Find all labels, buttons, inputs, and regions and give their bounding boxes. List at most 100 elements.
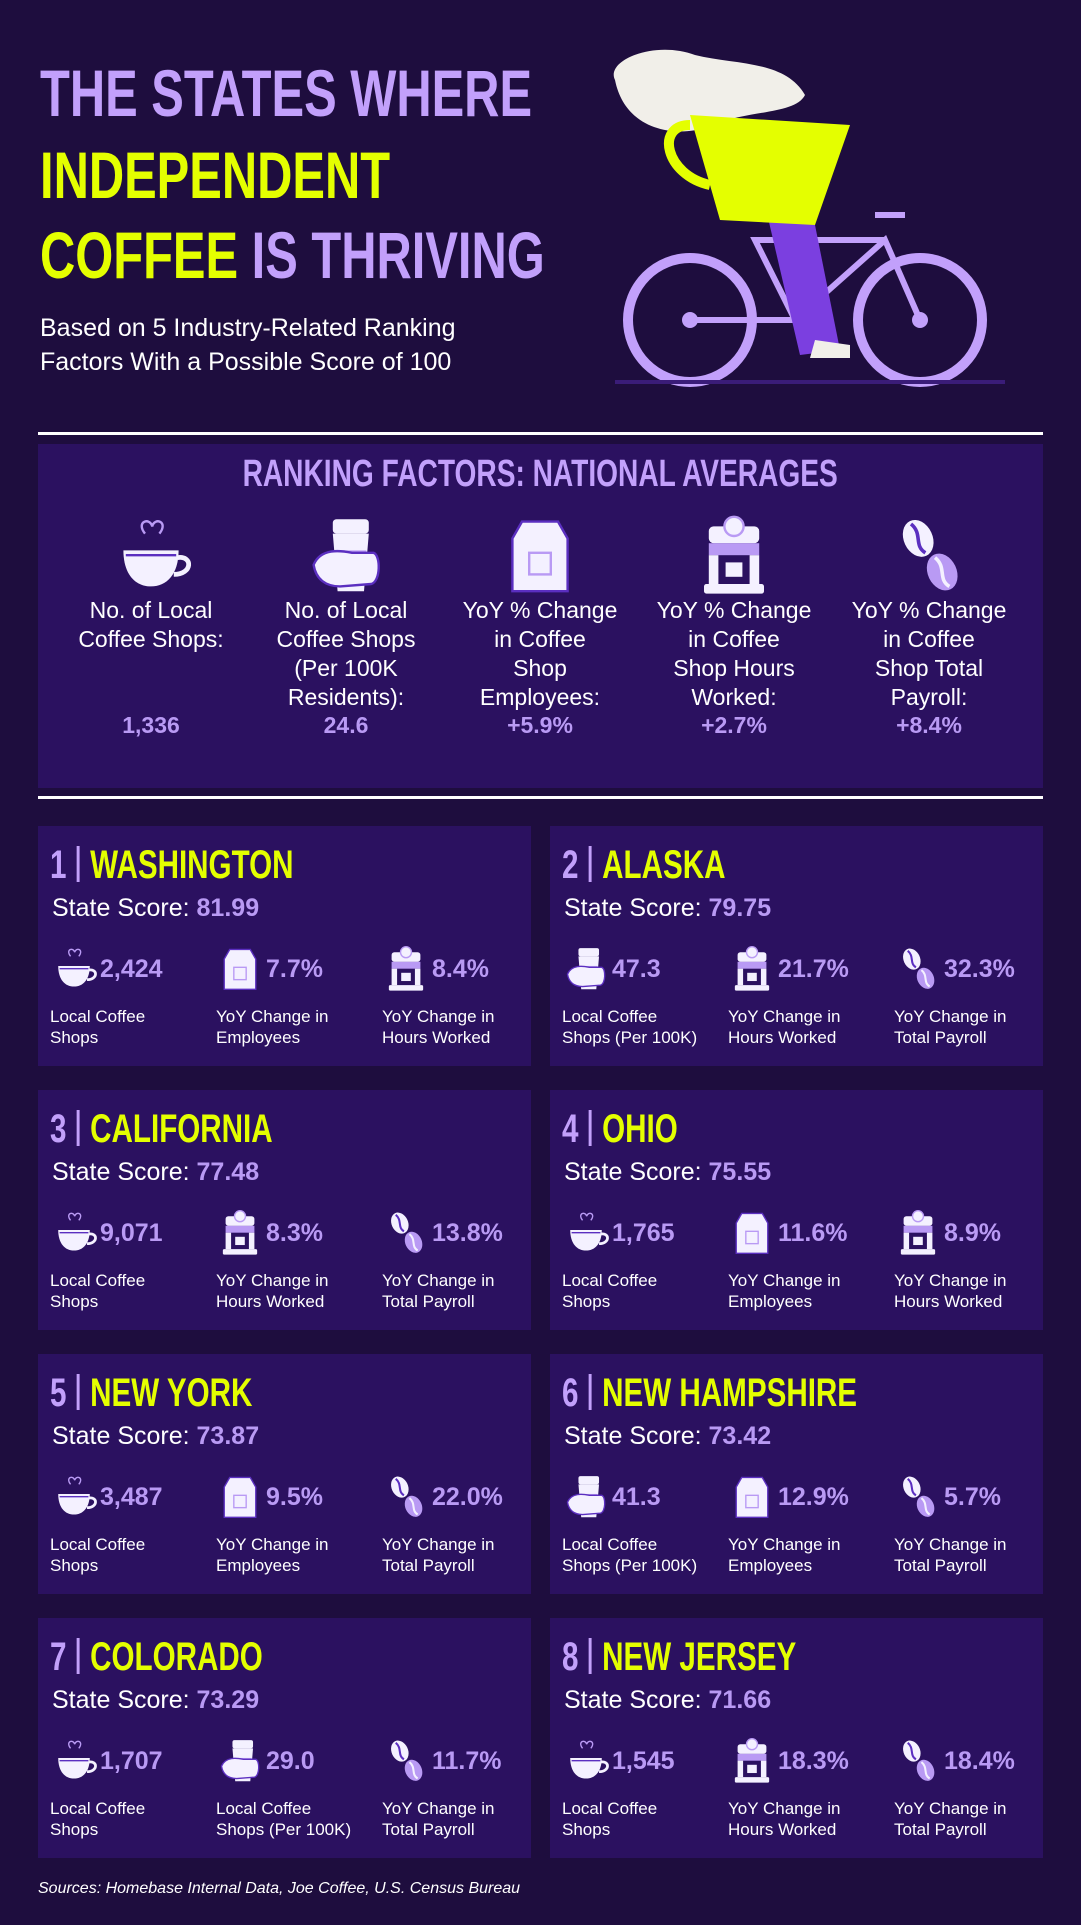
factor-label-line: Shop Total [874,655,984,681]
score-value: 81.99 [196,894,260,922]
factor-label-line: Coffee Shops [276,626,416,652]
icon [735,1476,769,1518]
icon [220,1740,260,1782]
state-score: State Score: 73.29 [52,1686,259,1715]
stat-label-line: Hours Worked [894,1292,1003,1311]
stat-label-line: Local Coffee [50,1535,146,1554]
stat-label: YoY Change in Total Payroll [382,1534,495,1576]
stat-value: 2,424 [100,955,163,983]
stat-label-line: YoY Change in [382,1271,495,1290]
stat: 47.3 Local Coffee Shops (Per 100K) [562,944,722,1054]
stat-label: YoY Change in Total Payroll [382,1798,495,1840]
icon-shape [926,1232,933,1250]
national-heading: RANKING FACTORS: NATIONAL AVERAGES [38,452,1043,496]
icon [123,520,192,587]
icon-shape [745,946,759,959]
state-heading-text: 1 WASHINGTON [50,844,294,886]
icon-shape [394,1742,405,1761]
stat-label-line: Shops (Per 100K) [216,1820,352,1839]
icon [223,1476,257,1518]
title-part: THE STATES WHERE [40,56,533,130]
factor-label-line: in Coffee [883,626,975,652]
icon-shape [734,1777,770,1783]
icon-shape [173,555,192,577]
icon-shape [399,946,413,959]
state-rank: 6 [562,1371,579,1415]
divider [38,432,1043,435]
icon-shape [233,1494,247,1509]
stat-value: 1,545 [612,1747,675,1775]
stat-label-line: Local Coffee [562,1535,658,1554]
stat-label-line: Shops [562,1292,611,1311]
stat-label-line: Shops [50,1556,99,1575]
icon-shape [909,522,927,555]
icon-shape [68,1476,82,1485]
icon-shape [86,1496,97,1510]
title-line: COFFEE IS THRIVING [40,222,722,288]
icon [222,1210,258,1255]
factor-label-line: YoY % Change [851,597,1007,623]
state-heading-text: 6 NEW HAMPSHIRE [562,1372,857,1414]
icon [388,946,424,991]
state-card: 7 COLORADO State Score: 73.29 1,707 Local Co… [38,1618,531,1858]
stat-value: 8.9% [944,1219,1001,1247]
icon-shape [232,1740,254,1749]
stat: 1,707 Local Coffee Shops [50,1736,210,1846]
icon-shape [570,1757,602,1779]
stat: 3,487 Local Coffee Shops [50,1472,210,1582]
icon-shape [233,966,247,981]
state-heading: 1 WASHINGTON [50,844,379,886]
state-heading-text: 8 NEW JERSEY [562,1636,796,1678]
stat-value: 5.7% [944,1483,1001,1511]
icon-shape [906,1478,917,1497]
stat-label: YoY Change in Employees [216,1006,329,1048]
state-heading: 7 COLORADO [50,1636,338,1678]
stat-value: 18.3% [778,1747,849,1775]
score-label: State Score: [52,1158,190,1186]
factor-value: 24.6 [323,712,369,738]
icon-shape [58,1493,90,1515]
stat-label-line: YoY Change in [216,1007,329,1026]
factor: YoY % Change in Coffee Shop Employees: +5.9% [443,512,637,738]
separator [588,1638,592,1674]
icon-shape [566,965,606,988]
state-heading: 2 ALASKA [562,844,783,886]
icon-shape [408,1761,419,1780]
stat-label-line: Employees [216,1028,301,1047]
stat-label-line: YoY Change in [382,1799,495,1818]
factor-label-line: Residents): [287,684,405,710]
stat-label-line: YoY Change in [894,1535,1007,1554]
icon-shape [810,340,850,358]
icon [570,1740,609,1779]
stat-label-line: Shops [50,1292,99,1311]
icon-shape [578,948,600,957]
score-value: 73.42 [708,1422,772,1450]
stat-label: Local Coffee Shops (Per 100K) [562,1534,697,1576]
icon-shape [220,1757,260,1780]
stat: 1,545 Local Coffee Shops [562,1736,722,1846]
subtitle: Factors With a Possible Score of 100 [40,348,452,376]
stat-label: Local Coffee Shops [50,1534,145,1576]
icon [566,1476,606,1518]
stat: 2,424 Local Coffee Shops [50,944,210,1054]
icon [734,946,770,991]
icon-shape [725,562,743,577]
icon-shape [58,965,90,987]
state-score: State Score: 73.87 [52,1422,259,1451]
icon-shape [747,972,757,982]
stat-label-line: YoY Change in [894,1271,1007,1290]
stat-label-line: Total Payroll [382,1292,475,1311]
icon [735,1212,769,1254]
icon-shape [906,1742,917,1761]
score-label: State Score: [564,1686,702,1714]
icon-shape [704,584,764,594]
icon [391,1476,423,1517]
icon-shape [408,1497,419,1516]
icon-shape [737,1760,744,1778]
factor-label: No. of Local Coffee Shops: [54,596,248,654]
stat-label-line: Local Coffee [562,1007,658,1026]
state-rank: 7 [50,1635,67,1679]
stat-label: Local Coffee Shops [50,1270,145,1312]
icon-shape [391,968,398,986]
icon [903,948,935,989]
